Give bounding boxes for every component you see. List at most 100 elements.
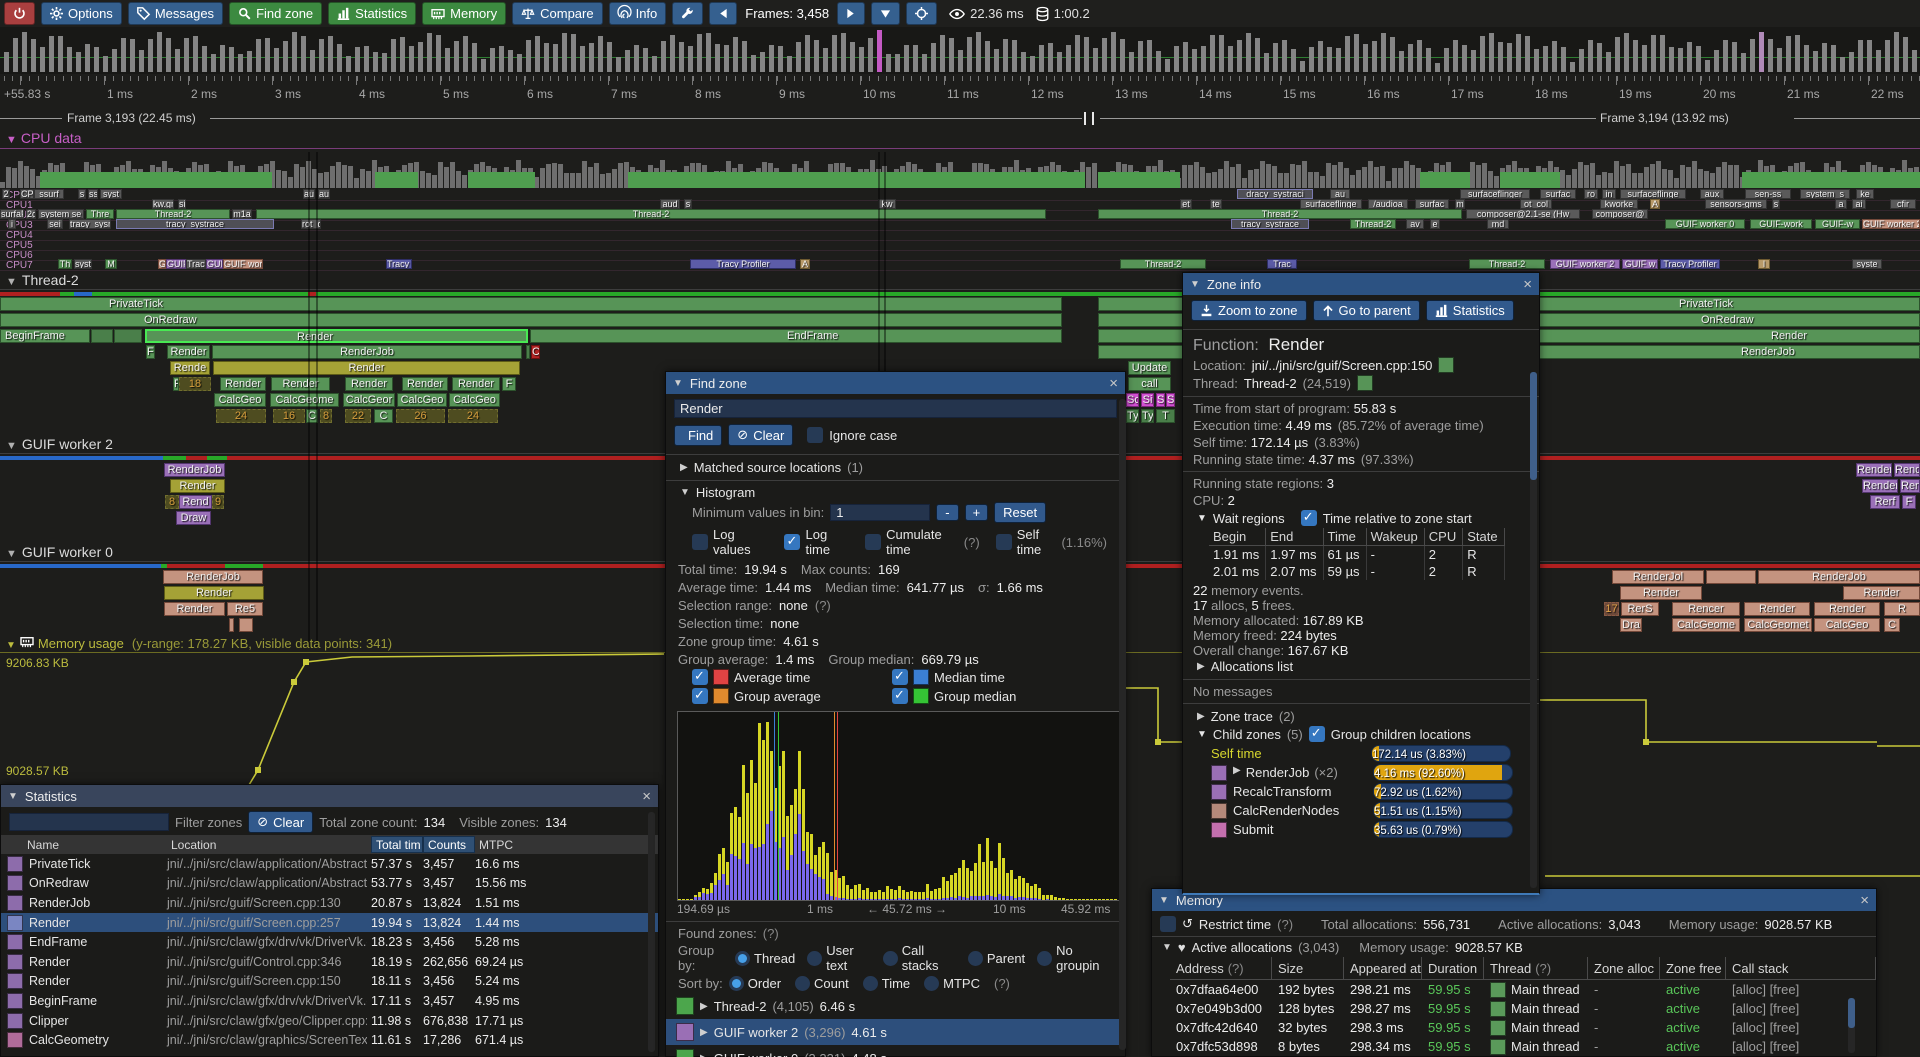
table-row[interactable]: 0x7dfc53d898 8 bytes 298.34 ms 59.95 s Main … — [1170, 1037, 1876, 1056]
zone-block[interactable]: R — [1884, 602, 1920, 616]
statistics-button[interactable]: Statistics — [328, 2, 417, 25]
memory-button[interactable]: Memory — [422, 2, 507, 25]
zone-block[interactable]: Render — [170, 479, 225, 493]
frame-bar[interactable] — [598, 36, 603, 72]
frame-bar[interactable] — [49, 36, 54, 72]
frame-bar[interactable] — [301, 36, 306, 72]
cpu-zone-block[interactable]: Thread-2 — [256, 209, 1046, 219]
frame-bar[interactable] — [391, 39, 396, 72]
frame-bar[interactable] — [1282, 40, 1287, 72]
frame-band[interactable]: Frame 3,193 (22.45 ms) Frame 3,194 (13.92… — [0, 110, 1920, 126]
zone-info-scrollbar[interactable] — [1530, 372, 1537, 480]
cpu-zone-block[interactable]: GUIF worker 0 — [1665, 219, 1745, 229]
frame-bar[interactable] — [832, 35, 837, 72]
zone-block[interactable]: C — [306, 409, 318, 423]
frame-bar[interactable] — [1138, 41, 1143, 72]
frame-bar[interactable] — [1912, 50, 1917, 72]
zone-block[interactable]: CalcGeomet — [1744, 618, 1812, 632]
frame-bar[interactable] — [652, 56, 657, 72]
zone-block[interactable]: RenderJob — [164, 463, 225, 477]
zone-block[interactable]: Rende — [170, 361, 210, 375]
collapse-icon[interactable]: ▼ — [6, 134, 17, 146]
frame-bar[interactable] — [688, 46, 693, 72]
cpu-zone-block[interactable]: m — [1455, 199, 1465, 209]
frame-bar[interactable] — [373, 52, 378, 72]
frame-bar[interactable] — [1372, 41, 1377, 72]
find-zone-histogram[interactable] — [677, 711, 1120, 901]
cpu-zone-block[interactable]: surfaPs0 — [0, 209, 24, 219]
frame-bar[interactable] — [1489, 33, 1494, 72]
column-header-size[interactable]: Size — [1272, 957, 1344, 979]
frame-bar[interactable] — [634, 45, 639, 72]
frame-bar[interactable] — [1561, 47, 1566, 72]
cpu-zone-block[interactable]: av — [1406, 219, 1424, 229]
cpu-zone-block[interactable]: aux — [1700, 189, 1724, 199]
clear-filter-button[interactable]: ⊘ Clear — [248, 811, 314, 833]
zone-block[interactable]: CalcGeor — [343, 393, 395, 407]
frame-bar[interactable] — [22, 32, 27, 72]
frame-bar[interactable] — [571, 34, 576, 72]
cpu-zone-block[interactable]: system se — [38, 209, 84, 219]
radio[interactable] — [1037, 950, 1053, 966]
cpu-zone-block[interactable]: CPs@ — [20, 189, 34, 199]
frame-bar[interactable] — [778, 46, 783, 72]
group-row[interactable]: ▶GUIF worker 0(3,231)4.48 s — [666, 1045, 1125, 1057]
frame-bar[interactable] — [1111, 32, 1116, 72]
frame-bar[interactable] — [1831, 45, 1836, 72]
frame-bar[interactable] — [1327, 47, 1332, 72]
frame-bar[interactable] — [157, 32, 162, 72]
wait-col-state[interactable]: State — [1462, 528, 1505, 546]
collapse-icon[interactable]: ▼ — [1197, 512, 1207, 524]
memory-scrollbar[interactable] — [1848, 998, 1855, 1028]
frame-bar[interactable] — [859, 47, 864, 72]
frame-bar[interactable] — [76, 52, 81, 72]
wait-col-begin[interactable]: Begin — [1209, 528, 1267, 546]
frame-bar[interactable] — [382, 53, 387, 72]
location-value[interactable]: jni/../jni/src/guif/Screen.cpp:150 — [1251, 357, 1433, 373]
cpu-zone-block[interactable]: GUIF-w — [1815, 219, 1860, 229]
frame-bar[interactable] — [1318, 41, 1323, 72]
table-row[interactable]: BeginFrame jni/../jni/src/claw/gfx/drv/vk… — [1, 991, 658, 1011]
cpu-zone-block[interactable]: surfac — [1415, 199, 1449, 209]
cpu-zone-block[interactable]: sei — [47, 219, 63, 229]
zone-block[interactable]: 8 — [165, 495, 179, 509]
legend-average-time[interactable]: Average time — [692, 668, 892, 685]
frame-bar[interactable] — [1093, 48, 1098, 72]
frame-bar[interactable] — [1390, 37, 1395, 72]
cpu-zone-block[interactable]: composer@ — [1592, 209, 1648, 219]
frame-bar[interactable] — [1435, 63, 1440, 72]
frame-bar[interactable] — [1777, 48, 1782, 72]
cpu-zone-block[interactable]: sensors-gms — [1705, 199, 1767, 209]
expand-icon[interactable]: ▶ — [700, 1053, 708, 1057]
cpu-zone-block[interactable]: tracy_systrace — [1231, 219, 1309, 229]
groupby-thread[interactable]: Thread — [735, 950, 795, 966]
cpu-zone-block[interactable]: kworke — [1600, 199, 1638, 209]
radio[interactable] — [807, 950, 823, 966]
frame-bar[interactable] — [949, 38, 954, 72]
frame-bar[interactable] — [1516, 34, 1521, 72]
collapse-icon[interactable]: ▼ — [680, 487, 690, 498]
zone-block[interactable]: call — [1128, 377, 1171, 391]
frame-bar[interactable] — [229, 47, 234, 72]
frame-bar[interactable] — [445, 48, 450, 72]
zone-block[interactable]: Ren — [1900, 479, 1920, 493]
frame-bar[interactable] — [1903, 37, 1908, 72]
frame-bar[interactable] — [1246, 33, 1251, 72]
time-relative-checkbox[interactable] — [1300, 509, 1317, 526]
zone-block[interactable]: CalcGeome — [270, 393, 339, 407]
column-header-zone-alloc[interactable]: Zone alloc — [1588, 957, 1660, 979]
frame-bar[interactable] — [580, 46, 585, 72]
zone-block[interactable] — [91, 329, 113, 343]
frame-bar[interactable] — [409, 46, 414, 72]
frame-bar[interactable] — [337, 44, 342, 72]
wait-col-time[interactable]: Time — [1323, 528, 1367, 546]
cpu-zone-block[interactable]: A — [1650, 199, 1660, 209]
zone-block[interactable]: Render — [164, 586, 264, 600]
frame-bar[interactable] — [1003, 39, 1008, 72]
table-row[interactable]: 0x7e049b3d00 128 bytes 298.27 ms 59.95 s Mai… — [1170, 999, 1876, 1018]
zone-block[interactable]: Render — [145, 329, 528, 343]
group-children-checkbox[interactable] — [1308, 725, 1325, 742]
collapse-icon[interactable]: ▼ — [8, 790, 18, 802]
power-button[interactable] — [4, 2, 35, 25]
zone-block[interactable]: Si — [1141, 393, 1154, 407]
